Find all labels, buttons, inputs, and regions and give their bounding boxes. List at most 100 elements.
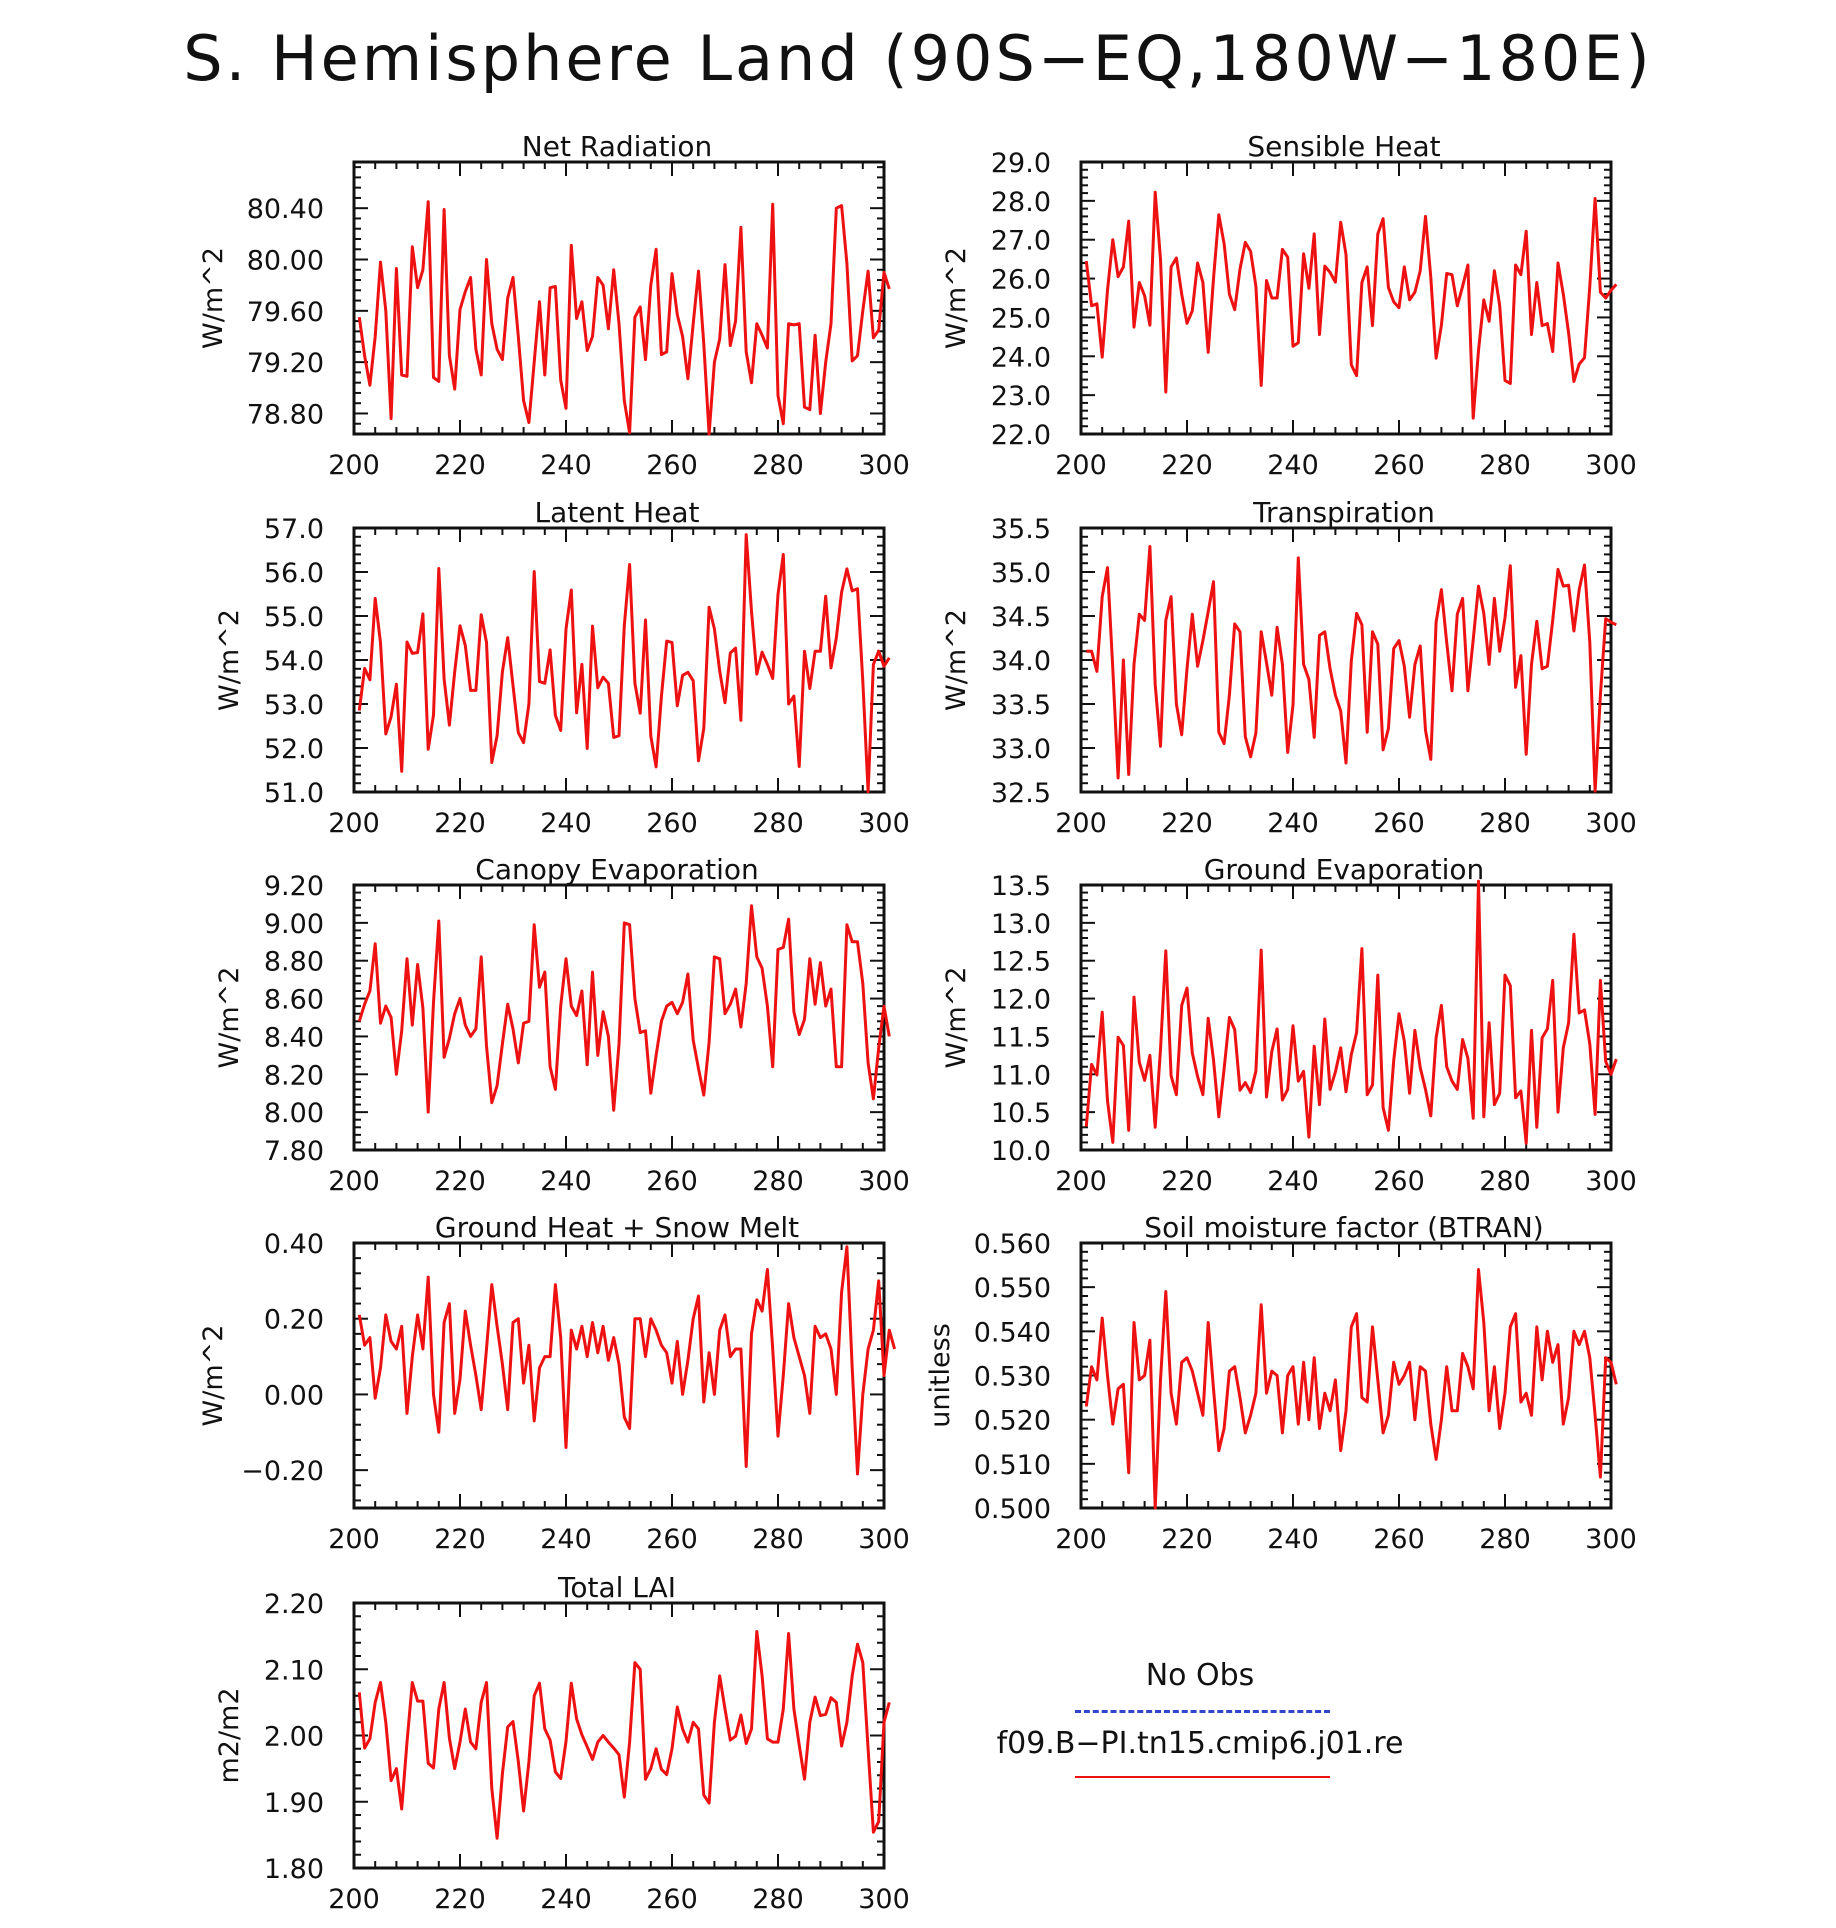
y-axis-label: m2/m2 bbox=[214, 1687, 245, 1783]
y-tick-label: 24.0 bbox=[991, 342, 1051, 373]
y-tick-label: 0.520 bbox=[974, 1406, 1051, 1437]
y-tick-label: 8.60 bbox=[264, 985, 324, 1016]
y-tick-label: 2.20 bbox=[264, 1589, 324, 1620]
y-tick-label: 2.10 bbox=[264, 1655, 324, 1686]
y-tick-label: 0.00 bbox=[264, 1380, 324, 1411]
panel-title: Ground Evaporation bbox=[1204, 853, 1485, 886]
panel-title: Canopy Evaporation bbox=[475, 853, 758, 886]
x-tick-label: 220 bbox=[434, 808, 486, 839]
y-axis-label: W/m^2 bbox=[214, 967, 245, 1069]
y-tick-label: 79.60 bbox=[247, 297, 324, 328]
x-tick-label: 280 bbox=[752, 450, 804, 481]
y-tick-label: 13.5 bbox=[991, 871, 1051, 902]
x-tick-label: 240 bbox=[540, 1524, 592, 1555]
legend-label-model: f09.B−PI.tn15.cmip6.j01.re bbox=[996, 1726, 1404, 1761]
x-tick-label: 300 bbox=[858, 1884, 910, 1915]
panel-title: Ground Heat + Snow Melt bbox=[435, 1211, 799, 1244]
x-tick-label: 280 bbox=[752, 808, 804, 839]
y-tick-label: 13.0 bbox=[991, 909, 1051, 940]
y-tick-label: 80.00 bbox=[247, 246, 324, 277]
x-tick-label: 300 bbox=[858, 1524, 910, 1555]
x-tick-label: 300 bbox=[1585, 1166, 1637, 1197]
x-tick-label: 260 bbox=[646, 1884, 698, 1915]
y-tick-label: 0.540 bbox=[974, 1317, 1051, 1348]
x-tick-label: 240 bbox=[1267, 450, 1319, 481]
series-line-total-lai bbox=[357, 1630, 891, 1840]
legend-swatch-no-obs bbox=[1075, 1710, 1330, 1713]
x-tick-label: 200 bbox=[1055, 450, 1107, 481]
y-tick-label: 9.20 bbox=[264, 871, 324, 902]
x-tick-label: 260 bbox=[1373, 808, 1425, 839]
series-line-sensible-heat bbox=[1084, 190, 1618, 420]
panel-canopy-evaporation: 200 220 240 260 280 300 7.80 8.00 8.20 8.40 8.60 8.… bbox=[214, 853, 910, 1197]
x-tick-label: 200 bbox=[328, 808, 380, 839]
plot-frame-sensible-heat bbox=[1079, 160, 1613, 436]
series-line-ground-evaporation bbox=[1084, 879, 1618, 1145]
x-tick-label: 280 bbox=[1479, 808, 1531, 839]
y-tick-label: 1.90 bbox=[264, 1788, 324, 1819]
x-tick-label: 200 bbox=[328, 1166, 380, 1197]
x-tick-label: 220 bbox=[434, 450, 486, 481]
y-tick-label: 22.0 bbox=[991, 420, 1051, 451]
x-tick-label: 300 bbox=[858, 1166, 910, 1197]
series-line-latent-heat bbox=[357, 533, 891, 794]
main-title: S. Hemisphere Land (90S−EQ,180W−180E) bbox=[183, 22, 1653, 95]
series-line-net-radiation bbox=[357, 200, 891, 436]
plot-frame-net-radiation bbox=[352, 160, 886, 436]
x-tick-label: 280 bbox=[752, 1524, 804, 1555]
series-line-canopy-evaporation bbox=[357, 904, 891, 1114]
x-tick-label: 260 bbox=[646, 1166, 698, 1197]
plot-frame-ground-evaporation bbox=[1079, 883, 1613, 1152]
x-tick-label: 240 bbox=[540, 1166, 592, 1197]
panel-title: Latent Heat bbox=[534, 496, 699, 529]
panel-ground-heat-snow-melt: 200 220 240 260 280 300 −0.20 0.00 0.20 0.40 W/m^2… bbox=[198, 1211, 910, 1555]
panel-title: Total LAI bbox=[557, 1571, 676, 1604]
plot-frame-total-lai bbox=[352, 1601, 886, 1870]
x-tick-label: 280 bbox=[1479, 1524, 1531, 1555]
y-tick-label: 55.0 bbox=[264, 602, 324, 633]
y-tick-label: 33.5 bbox=[991, 690, 1051, 721]
x-tick-label: 300 bbox=[858, 808, 910, 839]
y-axis-label: W/m^2 bbox=[214, 609, 245, 711]
y-tick-label: 29.0 bbox=[991, 148, 1051, 179]
y-axis-label: W/m^2 bbox=[198, 247, 229, 349]
legend-label-no-obs: No Obs bbox=[1145, 1658, 1255, 1693]
y-tick-label: 0.530 bbox=[974, 1362, 1051, 1393]
x-tick-label: 260 bbox=[646, 1524, 698, 1555]
x-tick-label: 200 bbox=[328, 450, 380, 481]
y-axis-label: W/m^2 bbox=[941, 967, 972, 1069]
x-tick-label: 220 bbox=[434, 1166, 486, 1197]
panel-title: Transpiration bbox=[1252, 496, 1435, 529]
y-tick-label: 0.500 bbox=[974, 1494, 1051, 1525]
y-tick-label: 8.00 bbox=[264, 1098, 324, 1129]
series-line-ground-heat-snow-melt bbox=[357, 1245, 897, 1476]
panel-total-lai: 200 220 240 260 280 300 1.80 1.90 2.00 2.10 2.20 m2… bbox=[214, 1571, 910, 1915]
x-tick-label: 240 bbox=[1267, 1524, 1319, 1555]
x-tick-label: 300 bbox=[858, 450, 910, 481]
x-tick-label: 260 bbox=[1373, 1524, 1425, 1555]
y-tick-label: 25.0 bbox=[991, 303, 1051, 334]
x-tick-label: 200 bbox=[1055, 808, 1107, 839]
series-line-transpiration bbox=[1086, 545, 1617, 793]
x-tick-label: 240 bbox=[540, 450, 592, 481]
x-tick-label: 220 bbox=[434, 1524, 486, 1555]
x-tick-label: 240 bbox=[540, 808, 592, 839]
x-tick-label: 200 bbox=[328, 1524, 380, 1555]
panel-sensible-heat: 200 220 240 260 280 300 22.0 23.0 24.0 25.0 26.0 27… bbox=[941, 130, 1637, 481]
y-tick-label: 0.20 bbox=[264, 1305, 324, 1336]
y-tick-label: 27.0 bbox=[991, 226, 1051, 257]
y-tick-label: 80.40 bbox=[247, 194, 324, 225]
panel-soil-moisture-factor-btran: 200 220 240 260 280 300 0.500 0.510 0.520 0.530 0.… bbox=[925, 1211, 1637, 1555]
x-tick-label: 280 bbox=[1479, 1166, 1531, 1197]
y-tick-label: 12.0 bbox=[991, 985, 1051, 1016]
panel-title: Sensible Heat bbox=[1247, 130, 1440, 163]
y-axis-label: W/m^2 bbox=[941, 247, 972, 349]
x-tick-label: 220 bbox=[1161, 1524, 1213, 1555]
y-tick-label: 79.20 bbox=[247, 348, 324, 379]
y-tick-label: 1.80 bbox=[264, 1854, 324, 1885]
y-tick-label: 0.560 bbox=[974, 1229, 1051, 1260]
y-axis-label: W/m^2 bbox=[941, 609, 972, 711]
y-tick-label: 35.5 bbox=[991, 514, 1051, 545]
